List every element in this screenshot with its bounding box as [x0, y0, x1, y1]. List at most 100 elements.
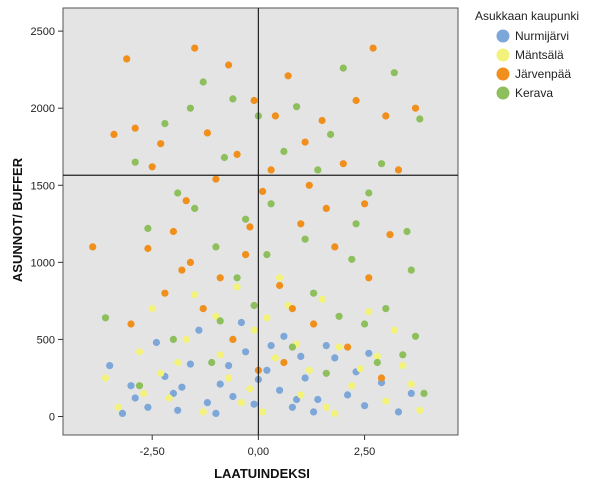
point-2-45 — [246, 223, 254, 231]
point-2-27 — [382, 112, 390, 120]
point-2-36 — [310, 320, 318, 328]
point-1-34 — [373, 352, 381, 360]
point-2-42 — [271, 112, 279, 120]
legend-label-1: Mäntsälä — [515, 48, 564, 62]
point-3-16 — [314, 166, 322, 174]
point-0-13 — [288, 403, 296, 411]
point-1-37 — [305, 366, 313, 374]
point-0-11 — [263, 366, 271, 374]
point-1-15 — [322, 403, 330, 411]
point-3-23 — [403, 227, 411, 236]
point-2-35 — [280, 358, 288, 367]
point-2-1 — [110, 130, 118, 138]
y-tick-label: 0 — [49, 412, 55, 424]
point-1-0 — [114, 403, 122, 411]
point-1-31 — [246, 385, 254, 393]
point-3-6 — [199, 78, 207, 86]
point-1-30 — [174, 358, 182, 367]
point-3-38 — [411, 332, 420, 340]
point-3-7 — [212, 243, 220, 251]
point-0-39 — [293, 395, 301, 404]
point-0-0 — [118, 409, 127, 417]
point-3-29 — [322, 369, 330, 377]
point-0-10 — [250, 400, 258, 408]
point-2-4 — [144, 244, 152, 253]
point-3-26 — [208, 358, 216, 367]
point-2-46 — [288, 305, 296, 313]
y-tick-label: 2000 — [31, 103, 55, 115]
point-1-2 — [148, 305, 156, 313]
point-0-16 — [331, 354, 339, 362]
point-3-20 — [365, 189, 373, 197]
point-0-34 — [310, 408, 318, 416]
point-1-20 — [399, 362, 407, 370]
point-2-40 — [148, 163, 156, 171]
point-2-28 — [394, 166, 403, 174]
point-3-37 — [382, 305, 390, 313]
point-3-8 — [220, 153, 228, 162]
point-2-15 — [259, 187, 267, 195]
point-0-6 — [203, 399, 211, 407]
point-2-11 — [225, 61, 233, 69]
point-2-21 — [318, 116, 326, 125]
point-2-7 — [182, 197, 190, 205]
point-2-8 — [191, 44, 199, 52]
point-2-6 — [169, 227, 177, 236]
point-3-4 — [174, 189, 182, 197]
point-0-17 — [344, 391, 352, 399]
point-0-12 — [276, 386, 284, 394]
point-0-25 — [280, 332, 288, 340]
x-tick-label: -2,50 — [140, 446, 165, 458]
point-2-20 — [305, 181, 313, 189]
point-0-15 — [314, 395, 322, 404]
point-1-8 — [237, 399, 245, 407]
legend-swatch-1 — [496, 48, 510, 62]
y-tick-label: 500 — [37, 334, 55, 346]
y-tick-label: 1500 — [31, 180, 55, 192]
point-1-1 — [135, 348, 144, 356]
point-2-18 — [284, 72, 292, 80]
point-3-17 — [327, 130, 335, 138]
point-1-36 — [263, 314, 271, 322]
legend-swatch-0 — [496, 29, 510, 43]
point-3-31 — [399, 351, 407, 359]
point-3-5 — [186, 104, 194, 112]
point-3-9 — [229, 95, 237, 103]
point-2-29 — [411, 104, 420, 112]
point-1-28 — [356, 365, 364, 373]
point-1-19 — [382, 397, 390, 405]
point-2-25 — [361, 200, 369, 208]
point-0-4 — [174, 406, 182, 414]
point-0-24 — [237, 318, 245, 327]
point-3-13 — [280, 147, 288, 155]
point-3-21 — [377, 160, 386, 168]
point-3-12 — [267, 200, 275, 208]
point-3-0 — [101, 314, 110, 322]
point-1-17 — [348, 382, 356, 390]
point-2-33 — [229, 335, 237, 343]
point-1-38 — [407, 380, 415, 388]
point-3-33 — [135, 382, 144, 390]
point-0-22 — [152, 338, 160, 347]
point-2-17 — [276, 281, 284, 290]
point-1-18 — [365, 308, 373, 316]
point-2-39 — [178, 266, 186, 274]
x-axis-title: LAATUINDEKSI — [214, 466, 310, 481]
point-3-25 — [169, 335, 177, 343]
point-2-0 — [89, 243, 97, 251]
x-axis-ticks: -2,50 0,00 2,50 — [140, 435, 375, 458]
point-1-21 — [416, 406, 424, 414]
point-0-14 — [301, 374, 309, 382]
y-tick-label: 1000 — [31, 257, 55, 269]
point-3-27 — [250, 301, 258, 310]
point-0-32 — [225, 362, 233, 370]
point-1-9 — [250, 326, 258, 334]
point-1-4 — [182, 335, 190, 343]
point-3-44 — [216, 317, 224, 325]
point-1-22 — [101, 374, 110, 382]
x-tick-label: 0,00 — [248, 446, 269, 458]
legend-label-0: Nurmijärvi — [515, 29, 569, 43]
legend: Asukkaan kaupunki Nurmijärvi Mäntsälä Järv… — [475, 9, 579, 100]
point-1-16 — [335, 343, 343, 351]
point-2-13 — [242, 251, 250, 259]
